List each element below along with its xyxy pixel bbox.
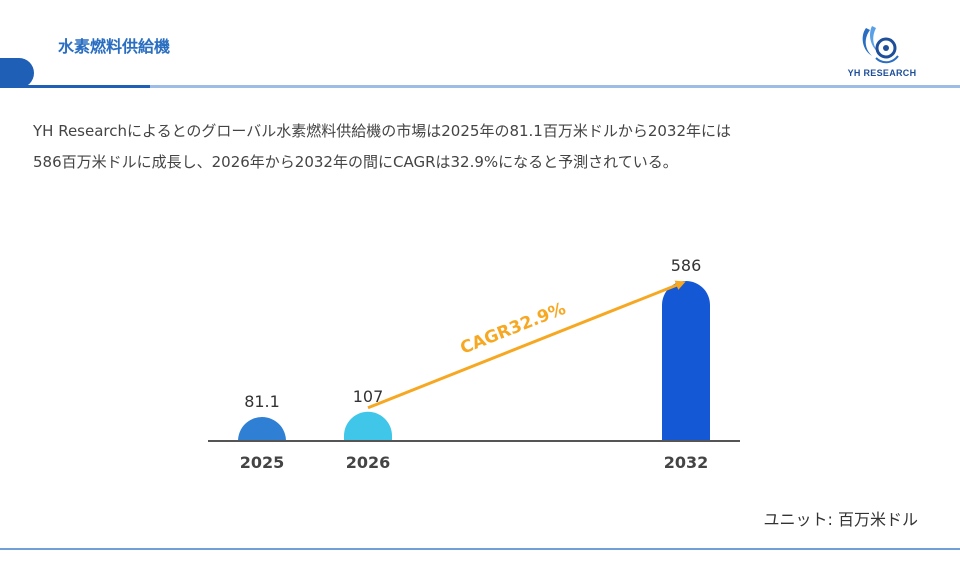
market-summary: YH Researchによるとのグローバル水素燃料供給機の市場は2025年の81… — [33, 116, 933, 178]
category-label-2032: 2032 — [664, 453, 709, 472]
page-title: 水素燃料供給機 — [58, 37, 171, 56]
summary-line-2: 586百万米ドルに成長し、2026年から2032年の間にCAGRは32.9%にな… — [33, 153, 678, 171]
header-tab-decoration — [0, 58, 34, 88]
category-label-2026: 2026 — [346, 453, 391, 472]
summary-line-1: YH Researchによるとのグローバル水素燃料供給機の市場は2025年の81… — [33, 122, 732, 140]
cagr-arrow — [367, 280, 686, 410]
company-logo: YH RESEARCH — [842, 22, 922, 82]
bar-2032 — [662, 281, 710, 441]
value-label-2025: 81.1 — [244, 392, 280, 411]
unit-label: ユニット: 百万米ドル — [763, 510, 918, 529]
value-label-2032: 586 — [671, 256, 702, 275]
bar-2025 — [238, 417, 286, 441]
header-divider — [0, 85, 960, 88]
value-label-2026: 107 — [353, 387, 384, 406]
category-label-2025: 2025 — [240, 453, 285, 472]
bar-2026 — [344, 411, 392, 441]
footer-divider — [0, 548, 960, 550]
header-divider-accent — [0, 85, 150, 88]
logo-text: YH RESEARCH — [847, 68, 917, 78]
logo-icon — [862, 26, 899, 64]
